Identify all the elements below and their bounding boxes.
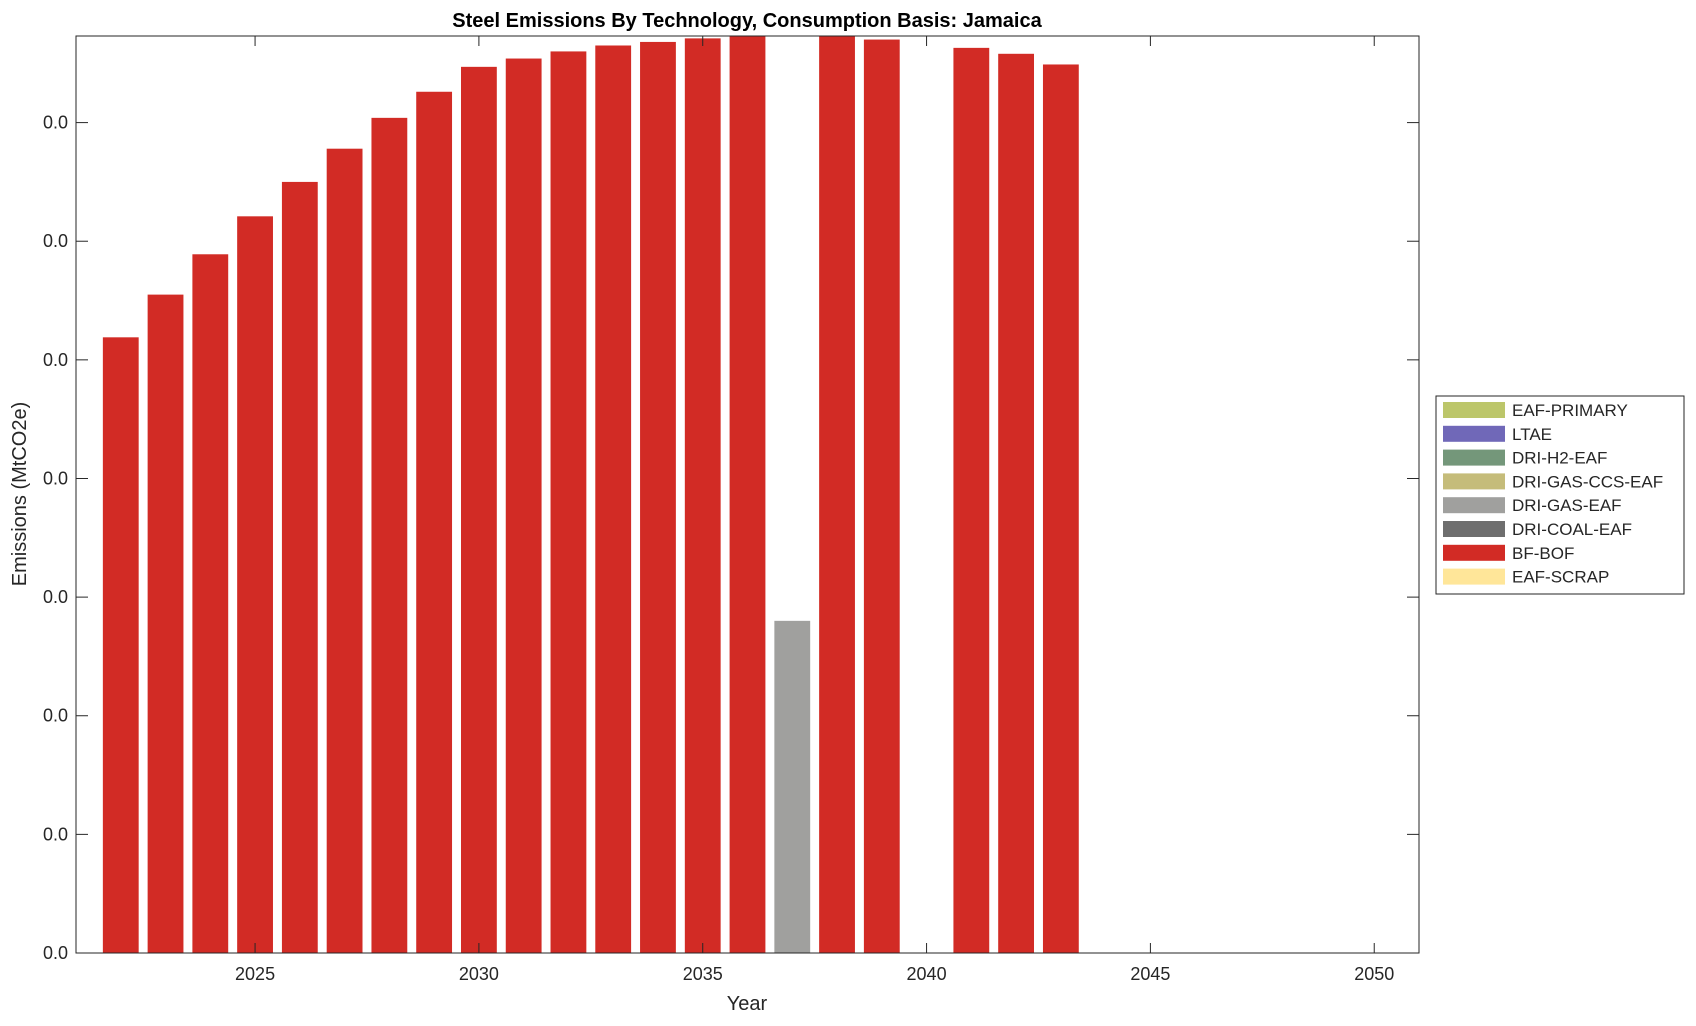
y-axis-label: Emissions (MtCO2e) — [9, 402, 31, 586]
legend-box — [1435, 395, 1685, 595]
bar-bf-bof-2036 — [729, 36, 766, 953]
bar-bf-bof-2031 — [505, 58, 542, 954]
legend-label-dri-gas-ccs-eaf: DRI-GAS-CCS-EAF — [1512, 472, 1663, 491]
chart-title: Steel Emissions By Technology, Consumpti… — [452, 10, 1042, 32]
legend-label-dri-coal-eaf: DRI-COAL-EAF — [1512, 520, 1632, 539]
y-tick-label: 0.0 — [43, 706, 68, 726]
x-tick-label: 2040 — [907, 964, 947, 984]
bar-bf-bof-2026 — [281, 181, 318, 953]
legend-label-bf-bof: BF-BOF — [1512, 544, 1574, 563]
x-tick-label: 2050 — [1354, 964, 1394, 984]
y-tick-label: 0.0 — [43, 350, 68, 370]
x-tick-label: 2025 — [235, 964, 275, 984]
bar-bf-bof-2025 — [237, 216, 273, 953]
bar-bf-bof-2028 — [371, 117, 408, 953]
bar-bf-bof-2041 — [953, 47, 990, 954]
bar-dri-gas-eaf-2037 — [774, 620, 811, 953]
bar-bf-bof-2039 — [863, 39, 900, 954]
legend-swatch-dri-gas-ccs-eaf — [1443, 473, 1505, 490]
x-tick-label: 2030 — [459, 964, 499, 984]
legend-label-eaf-primary: EAF-PRIMARY — [1512, 401, 1628, 420]
bar-bf-bof-2029 — [416, 91, 453, 954]
y-tick-label: 0.0 — [43, 943, 68, 963]
bar-bf-bof-2032 — [550, 51, 587, 953]
legend-swatch-dri-gas-eaf — [1443, 497, 1505, 514]
x-axis-label: Year — [727, 993, 768, 1015]
legend-label-ltae: LTAE — [1512, 425, 1552, 444]
y-tick-label: 0.0 — [43, 231, 68, 251]
x-axis: 2025 2030 2035 2040 2045 2050 — [235, 36, 1394, 984]
y-tick-label: 0.0 — [43, 824, 68, 844]
bar-bf-bof-2033 — [595, 45, 632, 954]
x-tick-label: 2035 — [683, 964, 723, 984]
bar-bf-bof-2024 — [192, 254, 229, 953]
y-axis: 0.0 0.0 0.0 0.0 0.0 0.0 0.0 0.0 — [43, 113, 1419, 963]
y-tick-label: 0.0 — [43, 587, 68, 607]
bar-bf-bof-2042 — [998, 53, 1035, 953]
legend-swatch-eaf-scrap — [1443, 568, 1505, 585]
legend-swatch-dri-coal-eaf — [1443, 521, 1505, 537]
bar-bf-bof-2035 — [684, 38, 721, 954]
bar-bf-bof-2034 — [640, 41, 676, 953]
legend-swatch-dri-h2-eaf — [1443, 449, 1505, 466]
bar-bf-bof-2023 — [147, 294, 184, 953]
bar-bf-bof-2027 — [326, 148, 363, 954]
legend-label-dri-h2-eaf: DRI-H2-EAF — [1512, 449, 1607, 468]
legend-swatch-eaf-primary — [1443, 402, 1505, 418]
y-tick-label: 0.0 — [43, 113, 68, 133]
legend-swatch-bf-bof — [1443, 544, 1505, 561]
legend: EAF-PRIMARY LTAE DRI-H2-EAF DRI-GAS-CCS-EAF… — [1435, 395, 1685, 595]
bar-bf-bof-2043 — [1042, 64, 1079, 954]
bars — [102, 36, 1079, 954]
legend-label-eaf-scrap: EAF-SCRAP — [1512, 568, 1609, 587]
bar-bf-bof-2030 — [460, 66, 497, 954]
plot-frame — [75, 35, 1420, 954]
bar-bf-bof-2022 — [102, 337, 139, 953]
legend-label-dri-gas-eaf: DRI-GAS-EAF — [1512, 496, 1622, 515]
y-tick-label: 0.0 — [43, 468, 68, 488]
legend-swatch-ltae — [1443, 425, 1505, 442]
bar-bf-bof-2038 — [819, 36, 855, 953]
x-tick-label: 2045 — [1130, 964, 1170, 984]
